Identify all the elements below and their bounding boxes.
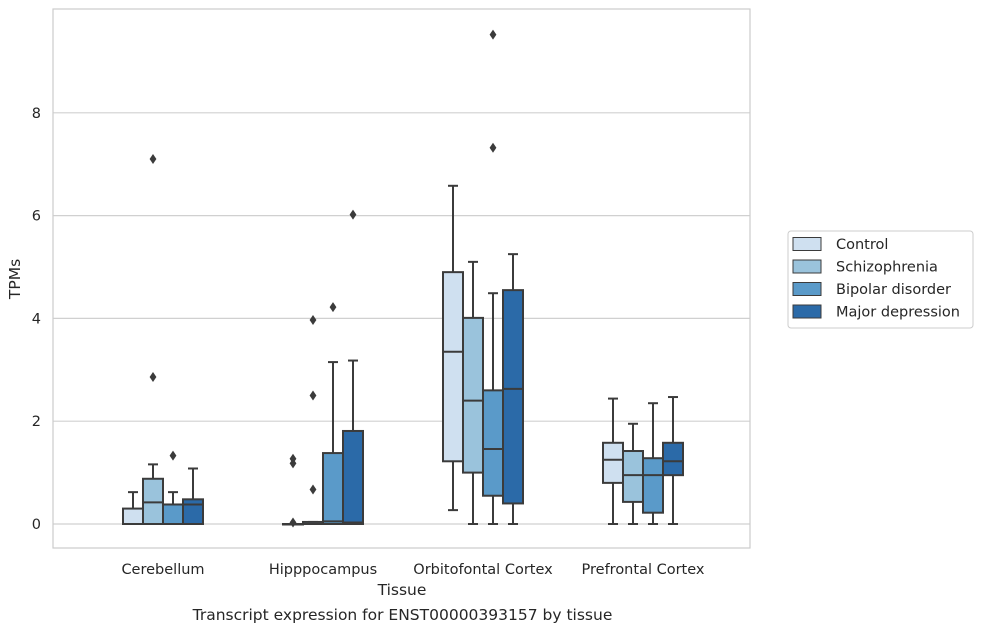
x-tick-label: Orbitofontal Cortex bbox=[413, 562, 553, 578]
x-tick-label: Hipppocampus bbox=[269, 562, 377, 578]
box bbox=[462, 316, 484, 474]
box-group bbox=[142, 154, 164, 526]
box-group bbox=[162, 450, 184, 525]
box bbox=[442, 271, 464, 463]
box bbox=[182, 498, 204, 526]
boxes bbox=[122, 29, 684, 528]
box bbox=[602, 441, 624, 484]
outlier-point bbox=[489, 142, 497, 153]
box bbox=[142, 477, 164, 526]
x-axis-title: Tissue bbox=[377, 581, 427, 599]
box bbox=[642, 457, 664, 514]
box bbox=[662, 441, 684, 477]
box bbox=[122, 507, 144, 525]
box-group bbox=[462, 260, 484, 525]
box bbox=[322, 452, 344, 525]
box bbox=[342, 429, 364, 525]
box-group bbox=[342, 209, 364, 525]
y-tick-label: 4 bbox=[32, 311, 41, 327]
legend-swatch bbox=[792, 259, 822, 274]
box-group bbox=[502, 253, 524, 525]
y-tick-label: 6 bbox=[32, 209, 41, 225]
y-tick-label: 2 bbox=[32, 414, 41, 430]
box-group bbox=[482, 29, 504, 525]
legend-label: Control bbox=[836, 237, 888, 253]
box bbox=[622, 450, 644, 503]
box-group bbox=[622, 422, 644, 525]
outlier-point bbox=[169, 450, 177, 461]
box bbox=[482, 389, 504, 497]
outlier-point bbox=[309, 314, 317, 325]
outlier-point bbox=[289, 517, 297, 528]
figure-caption: Transcript expression for ENST0000039315… bbox=[192, 606, 613, 624]
box-group bbox=[122, 491, 144, 525]
box bbox=[162, 503, 184, 525]
legend-swatch bbox=[792, 304, 822, 319]
box-group bbox=[662, 396, 684, 525]
legend-label: Schizophrenia bbox=[836, 260, 938, 276]
outlier-point bbox=[309, 390, 317, 401]
box-group bbox=[602, 397, 624, 525]
legend-swatch bbox=[792, 282, 822, 296]
x-tick-labels: Cerebellum Hipppocampus Orbitofontal Corte… bbox=[121, 562, 704, 578]
x-tick-label: Cerebellum bbox=[121, 562, 204, 578]
outlier-point bbox=[149, 154, 157, 165]
box bbox=[502, 289, 524, 505]
y-tick-label: 8 bbox=[32, 106, 41, 122]
box-group bbox=[182, 467, 204, 526]
plot-frame bbox=[52, 8, 751, 549]
legend-label: Major depression bbox=[836, 305, 960, 321]
outlier-point bbox=[349, 209, 357, 220]
box-group bbox=[642, 402, 664, 525]
legend: Control Schizophrenia Bipolar disorder Majo… bbox=[787, 230, 974, 329]
outlier-point bbox=[489, 29, 497, 40]
outlier-point bbox=[289, 453, 297, 464]
y-axis-title: TPMs bbox=[6, 259, 24, 300]
box-group bbox=[282, 453, 304, 528]
box-group bbox=[322, 302, 344, 525]
box-group bbox=[302, 314, 324, 525]
outlier-point bbox=[309, 484, 317, 495]
outlier-point bbox=[149, 371, 157, 382]
legend-swatch bbox=[792, 237, 822, 251]
legend-frame bbox=[787, 230, 974, 329]
y-tick-labels: 0 2 4 6 8 bbox=[32, 106, 41, 533]
box-group bbox=[442, 184, 464, 512]
y-tick-label: 0 bbox=[32, 517, 41, 533]
legend-label: Bipolar disorder bbox=[836, 282, 951, 298]
outlier-point bbox=[329, 302, 337, 313]
x-tick-label: Prefrontal Cortex bbox=[582, 562, 705, 578]
